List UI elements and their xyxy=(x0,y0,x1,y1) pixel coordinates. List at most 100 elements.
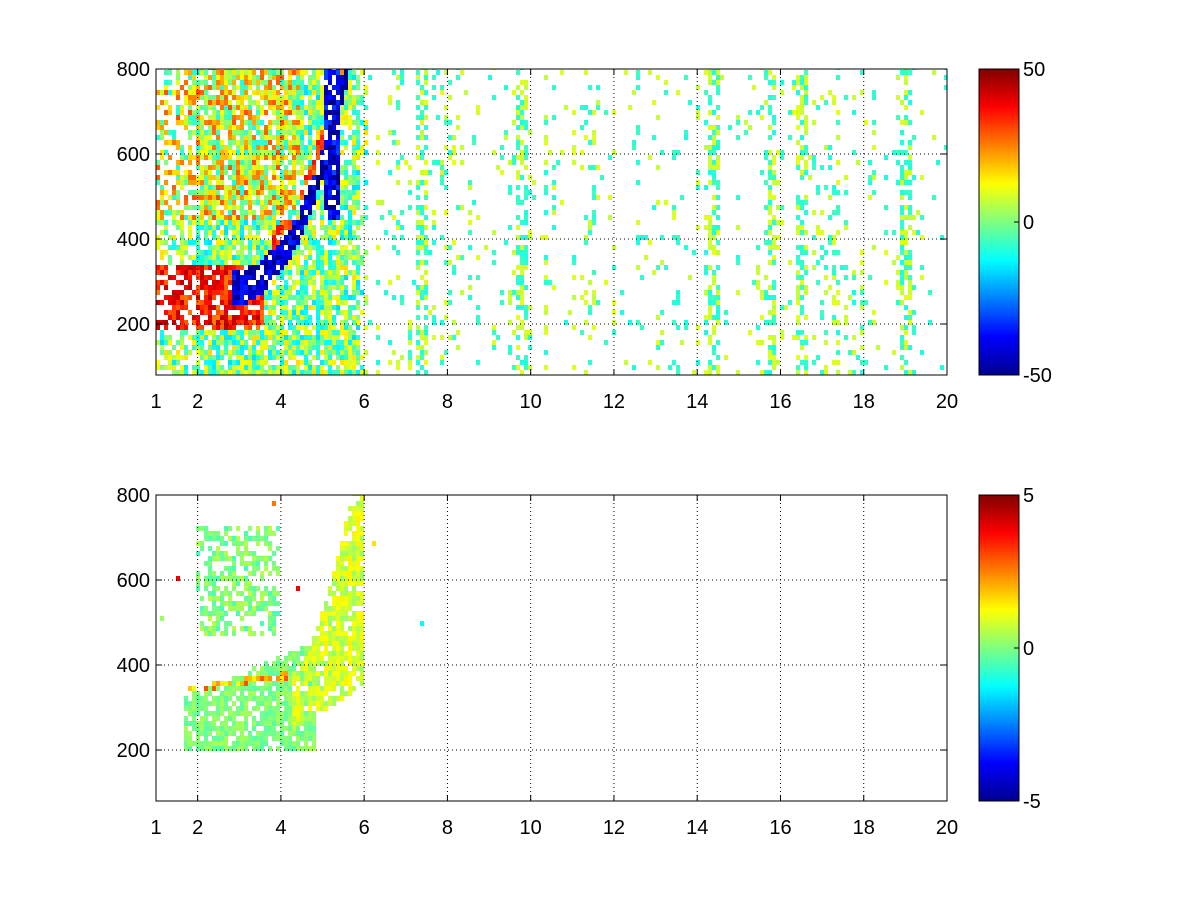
heatmap-cell xyxy=(360,551,364,556)
heatmap-cell xyxy=(348,676,352,681)
heatmap-cell xyxy=(200,280,204,285)
heatmap-cell xyxy=(164,90,168,95)
heatmap-cell xyxy=(324,350,328,355)
heatmap-cell xyxy=(252,681,256,686)
heatmap-cell xyxy=(296,280,300,285)
heatmap-cell xyxy=(896,255,900,260)
heatmap-cell xyxy=(268,240,272,245)
heatmap-cell xyxy=(352,511,356,516)
heatmap-cell xyxy=(256,295,260,300)
heatmap-cell xyxy=(332,115,336,120)
heatmap-cell xyxy=(328,626,332,631)
heatmap-cell xyxy=(204,355,208,360)
heatmap-cell xyxy=(900,280,904,285)
heatmap-cell xyxy=(904,95,908,100)
heatmap-cell xyxy=(316,320,320,325)
heatmap-cell xyxy=(204,135,208,140)
heatmap-cell xyxy=(164,110,168,115)
heatmap-cell xyxy=(276,300,280,305)
heatmap-cell xyxy=(232,190,236,195)
heatmap-cell xyxy=(212,686,216,691)
heatmap-cell xyxy=(224,95,228,100)
heatmap-cell xyxy=(212,155,216,160)
heatmap-cell xyxy=(304,240,308,245)
heatmap-cell xyxy=(292,345,296,350)
heatmap-cell xyxy=(524,255,528,260)
heatmap-cell xyxy=(288,691,292,696)
heatmap-cell xyxy=(176,70,180,75)
heatmap-cell xyxy=(328,140,332,145)
heatmap-cell xyxy=(324,681,328,686)
heatmap-cell xyxy=(272,170,276,175)
heatmap-cell xyxy=(192,335,196,340)
heatmap-cell xyxy=(708,145,712,150)
heatmap-cell xyxy=(252,556,256,561)
heatmap-cell xyxy=(340,661,344,666)
heatmap-cell xyxy=(708,110,712,115)
heatmap-cell xyxy=(256,105,260,110)
heatmap-cell xyxy=(756,325,760,330)
heatmap-cell xyxy=(336,676,340,681)
heatmap-cell xyxy=(200,150,204,155)
heatmap-cell xyxy=(340,651,344,656)
heatmap-cell xyxy=(748,75,752,80)
heatmap-cell xyxy=(276,285,280,290)
heatmap-cell xyxy=(352,571,356,576)
heatmap-cell xyxy=(940,235,944,240)
heatmap-cell xyxy=(292,681,296,686)
heatmap-cell xyxy=(836,280,840,285)
heatmap-cell xyxy=(420,345,424,350)
heatmap-cell xyxy=(748,330,752,335)
heatmap-cell xyxy=(768,185,772,190)
heatmap-cell xyxy=(276,125,280,130)
heatmap-cell xyxy=(416,125,420,130)
heatmap-cell xyxy=(252,215,256,220)
heatmap-cell xyxy=(872,90,876,95)
heatmap-cell xyxy=(444,145,448,150)
heatmap-cell xyxy=(232,270,236,275)
heatmap-cell xyxy=(544,120,548,125)
heatmap-cell xyxy=(280,681,284,686)
heatmap-cell xyxy=(716,205,720,210)
heatmap-cell xyxy=(224,155,228,160)
heatmap-cell xyxy=(288,696,292,701)
heatmap-cell xyxy=(240,85,244,90)
heatmap-cell xyxy=(260,170,264,175)
heatmap-cell xyxy=(312,746,316,751)
heatmap-cell xyxy=(280,75,284,80)
heatmap-cell xyxy=(400,155,404,160)
heatmap-cell xyxy=(204,360,208,365)
heatmap-cell xyxy=(228,165,232,170)
heatmap-cell xyxy=(280,120,284,125)
heatmap-cell xyxy=(300,325,304,330)
heatmap-cell xyxy=(248,75,252,80)
heatmap-cell xyxy=(408,165,412,170)
heatmap-cell xyxy=(264,701,268,706)
heatmap-cell xyxy=(448,135,452,140)
heatmap-cell xyxy=(252,355,256,360)
y-tick-label: 200 xyxy=(117,740,150,762)
heatmap-cell xyxy=(796,105,800,110)
heatmap-cell xyxy=(204,581,208,586)
heatmap-cell xyxy=(604,110,608,115)
heatmap-cell xyxy=(316,651,320,656)
heatmap-cell xyxy=(168,355,172,360)
heatmap-cell xyxy=(248,270,252,275)
heatmap-cell xyxy=(260,75,264,80)
heatmap-cell xyxy=(356,180,360,185)
heatmap-cell xyxy=(200,721,204,726)
heatmap-cell xyxy=(200,626,204,631)
heatmap-cell xyxy=(308,265,312,270)
heatmap-cell xyxy=(264,686,268,691)
heatmap-cell xyxy=(196,180,200,185)
heatmap-cell xyxy=(224,601,228,606)
heatmap-cell xyxy=(904,90,908,95)
heatmap-cell xyxy=(308,75,312,80)
heatmap-cell xyxy=(636,130,640,135)
heatmap-cell xyxy=(860,285,864,290)
heatmap-cell xyxy=(304,105,308,110)
heatmap-cell xyxy=(904,160,908,165)
heatmap-cell xyxy=(800,345,804,350)
heatmap-cell xyxy=(324,140,328,145)
heatmap-cell xyxy=(636,125,640,130)
